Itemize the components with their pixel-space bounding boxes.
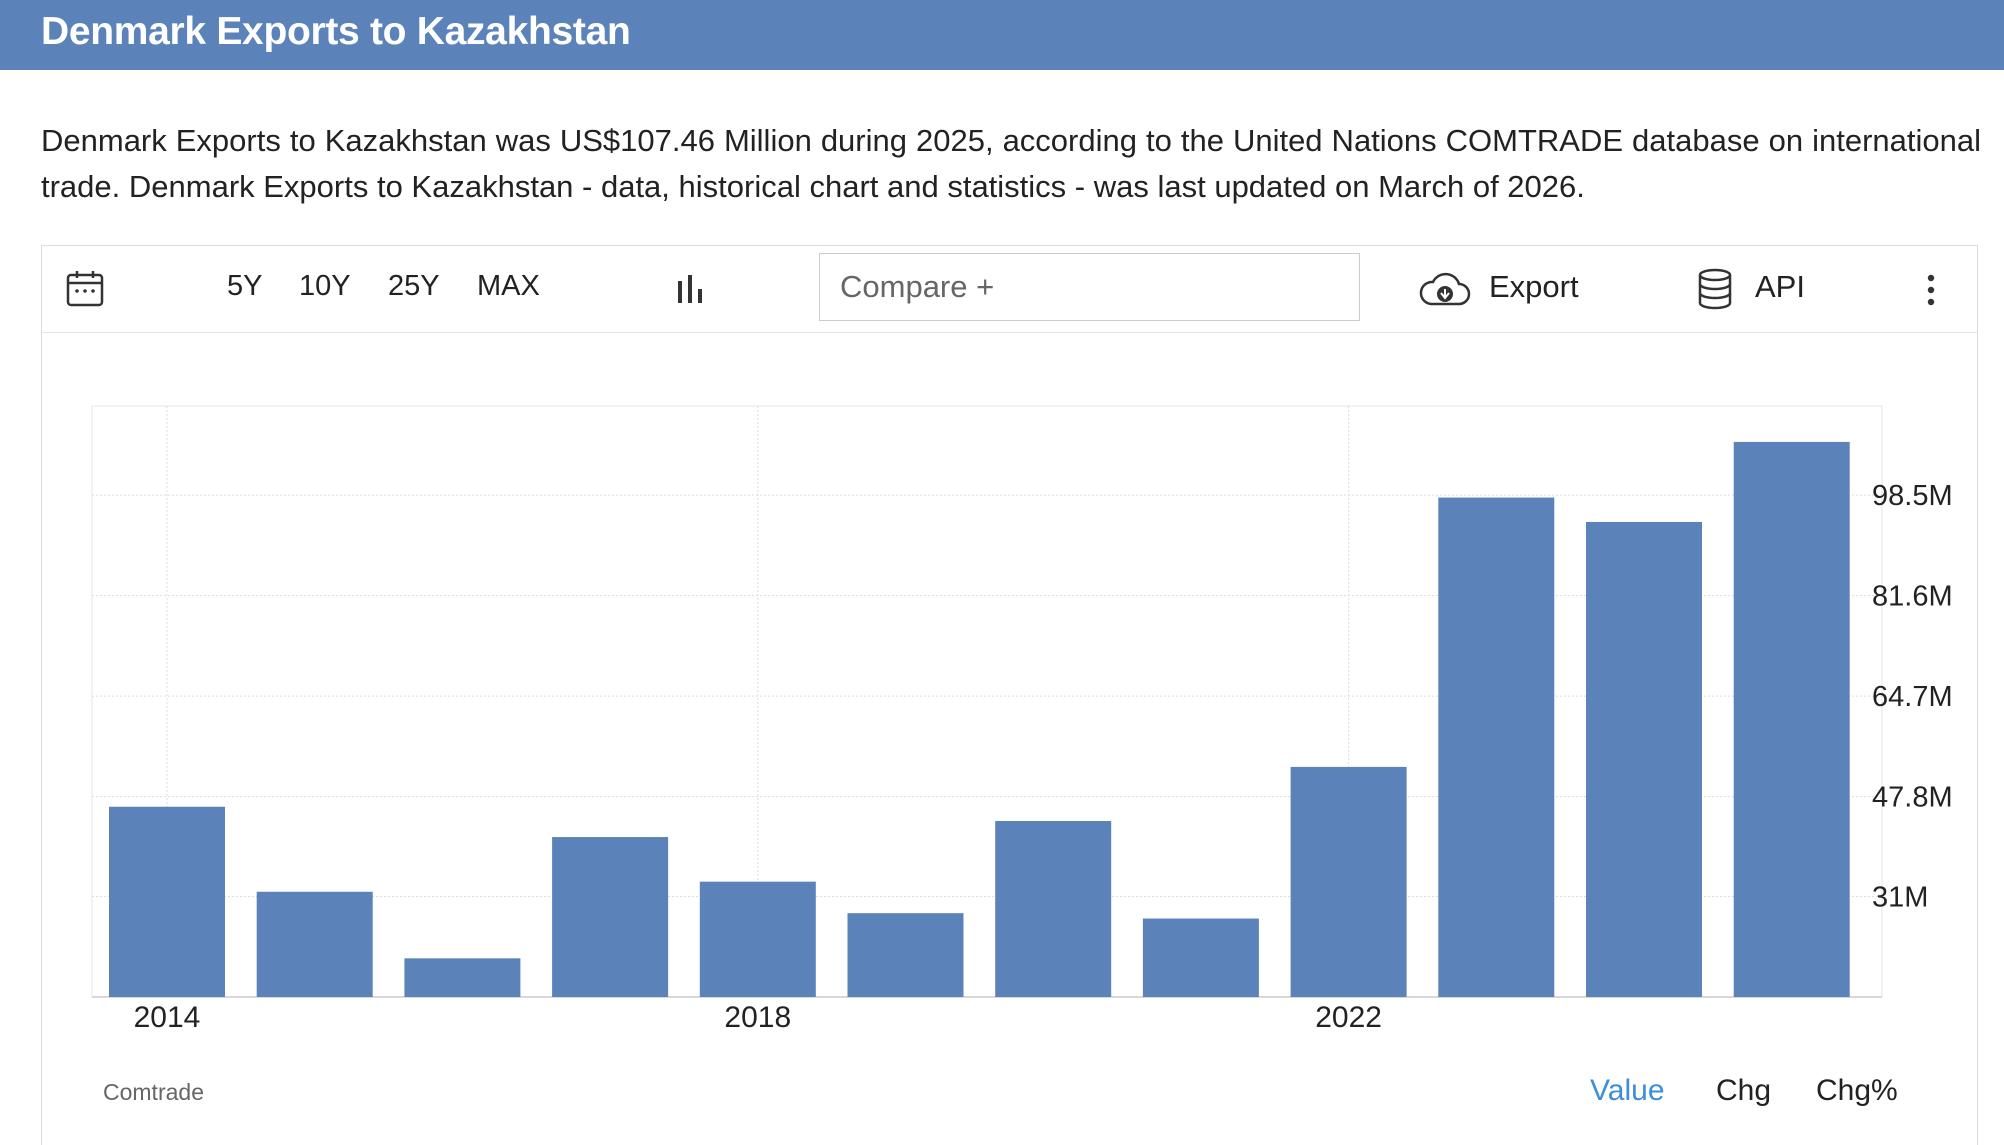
range-10y-button[interactable]: 10Y bbox=[299, 270, 351, 302]
tab-chg[interactable]: Chg bbox=[1716, 1074, 1772, 1107]
page-header: Denmark Exports to Kazakhstan bbox=[0, 0, 2004, 70]
vertical-dots-icon[interactable] bbox=[1926, 274, 1936, 306]
calendar-icon[interactable] bbox=[66, 269, 104, 307]
database-icon[interactable] bbox=[1697, 268, 1733, 310]
chart-toolbar: 5Y 10Y 25Y MAX Export bbox=[42, 246, 1977, 333]
cloud-download-icon[interactable] bbox=[1419, 272, 1471, 308]
tab-chg-percent[interactable]: Chg% bbox=[1816, 1074, 1898, 1107]
source-label: Comtrade bbox=[103, 1079, 204, 1105]
bar-chart-icon[interactable] bbox=[674, 273, 706, 305]
export-button[interactable]: Export bbox=[1489, 269, 1579, 304]
chart-panel: 5Y 10Y 25Y MAX Export bbox=[41, 245, 1978, 1145]
range-max-button[interactable]: MAX bbox=[477, 270, 540, 302]
range-25y-button[interactable]: 25Y bbox=[388, 270, 440, 302]
page-title: Denmark Exports to Kazakhstan bbox=[41, 10, 631, 53]
tab-value[interactable]: Value bbox=[1590, 1074, 1665, 1107]
compare-input[interactable] bbox=[819, 253, 1360, 321]
range-5y-button[interactable]: 5Y bbox=[227, 270, 263, 302]
api-button[interactable]: API bbox=[1755, 269, 1805, 304]
description-text: Denmark Exports to Kazakhstan was US$107… bbox=[41, 123, 1981, 204]
